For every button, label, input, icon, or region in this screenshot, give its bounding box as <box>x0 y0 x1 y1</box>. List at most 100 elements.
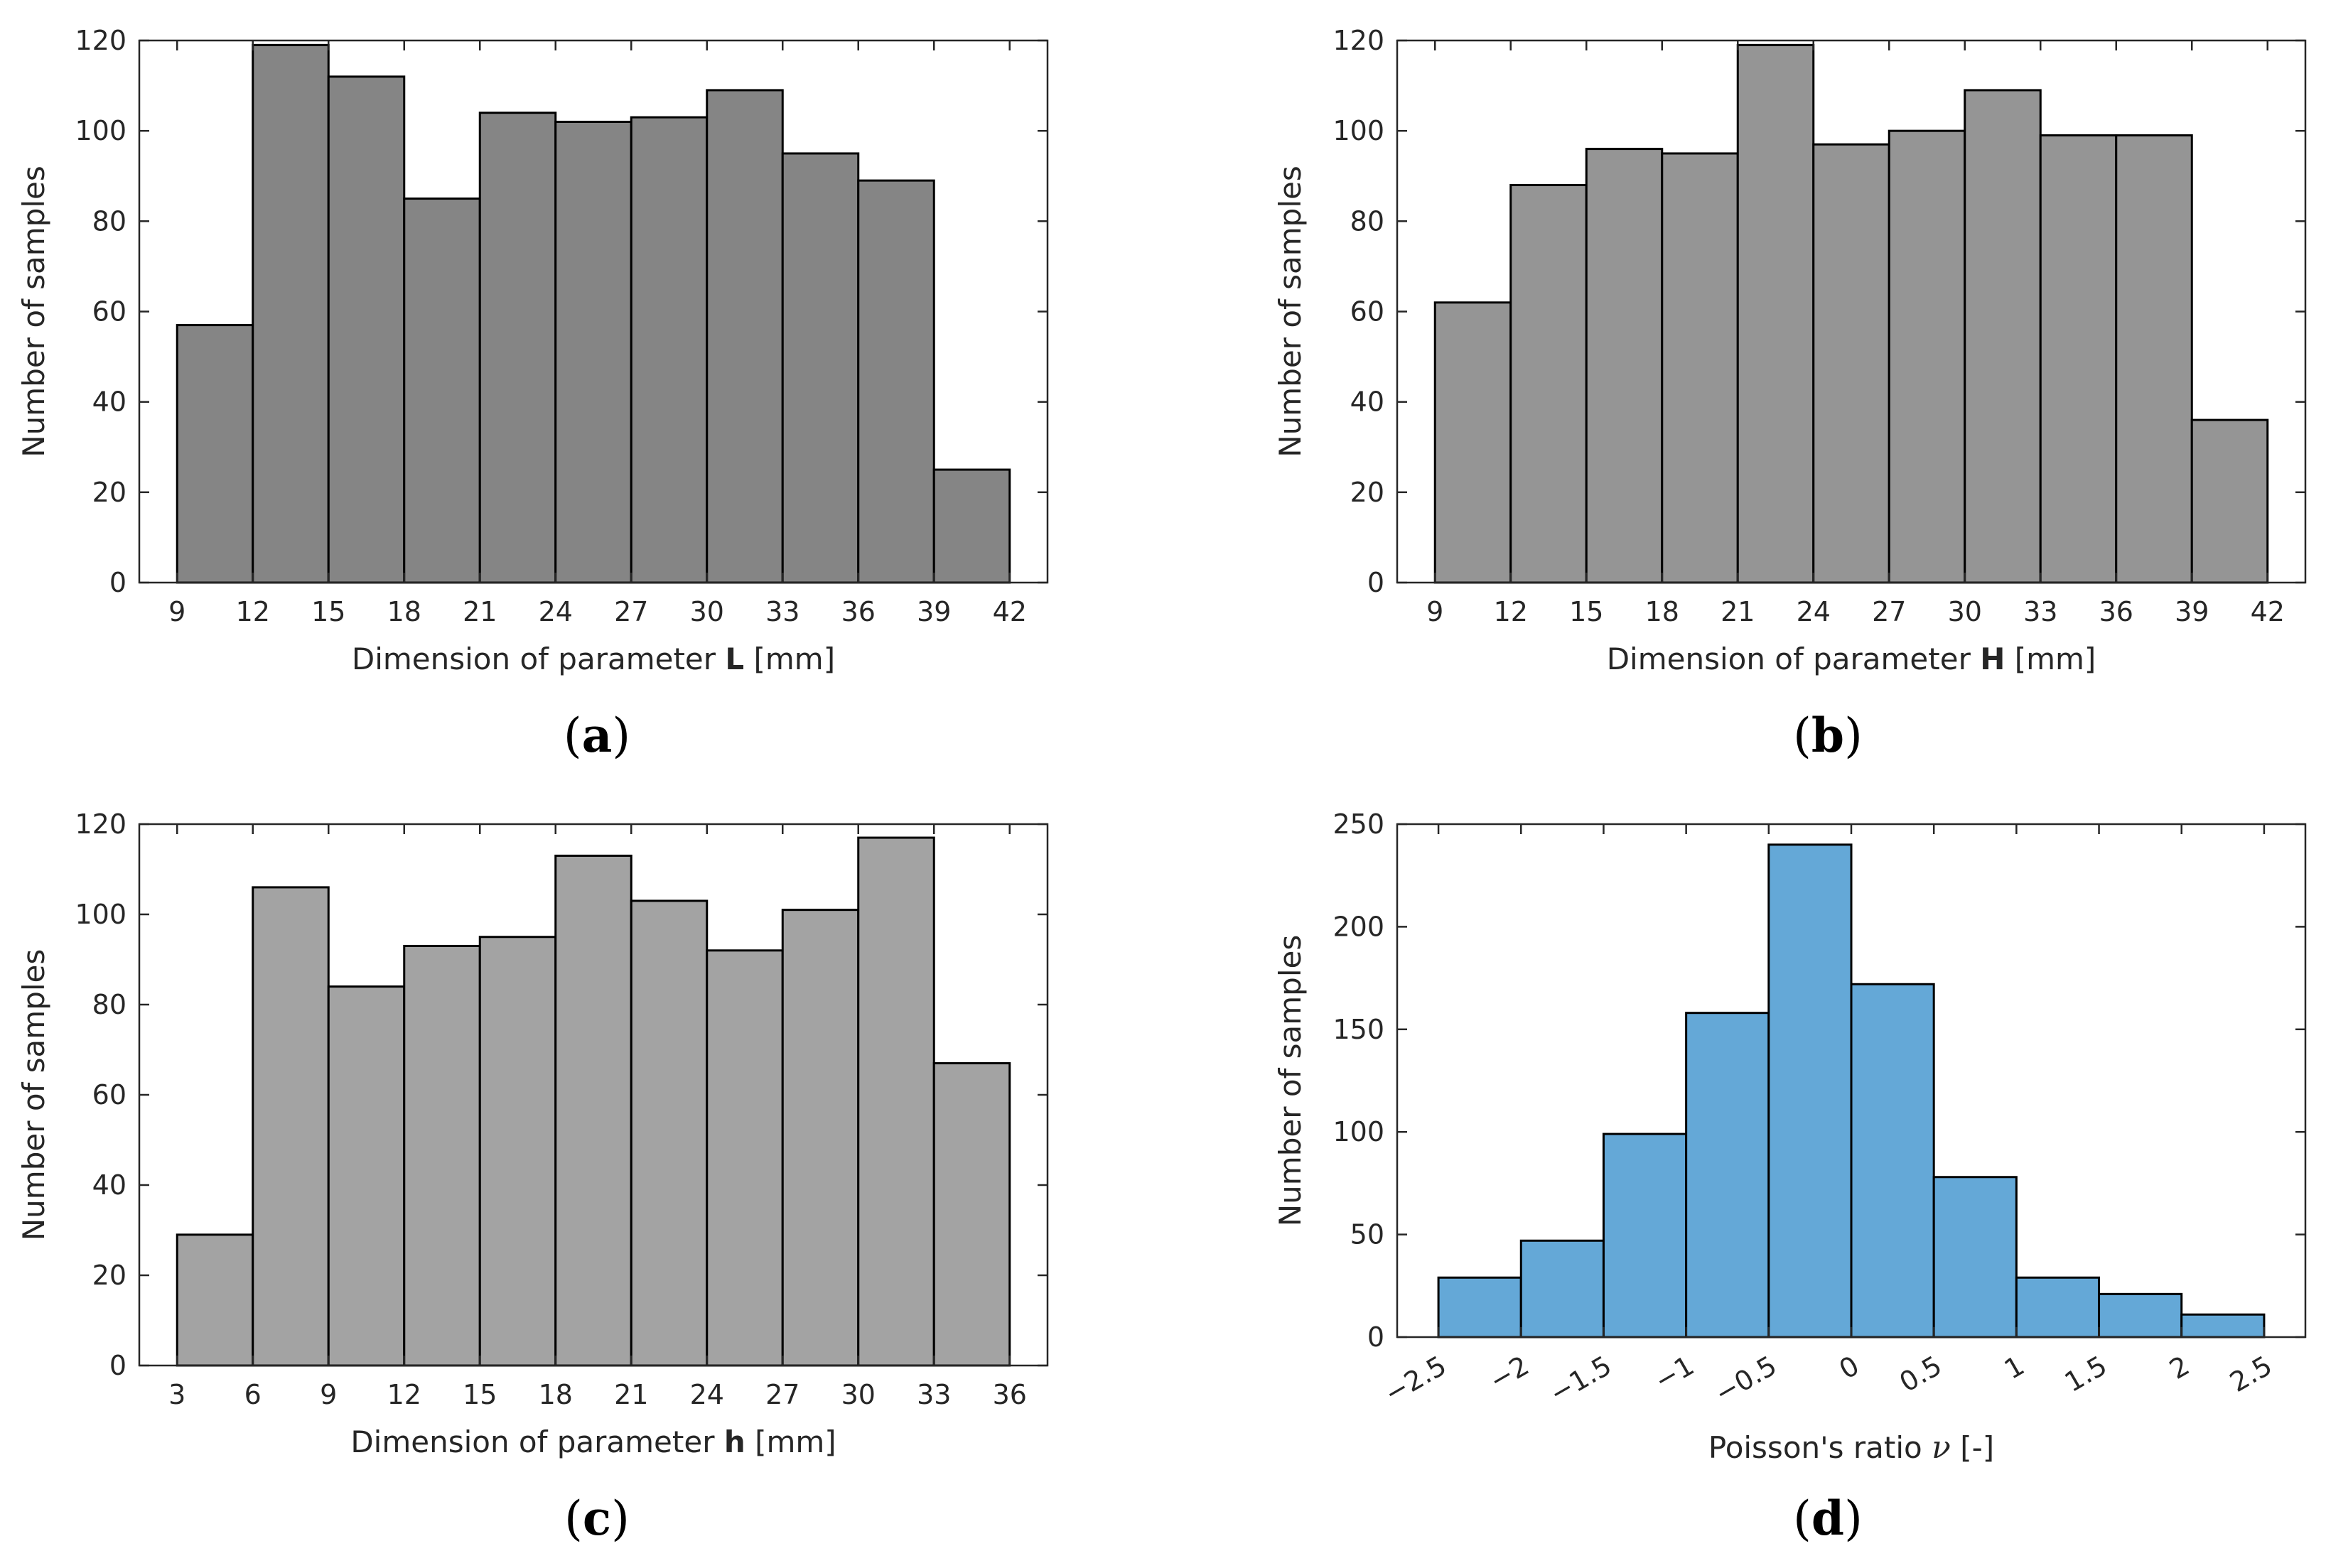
x-tick-label: −1.5 <box>1544 1350 1617 1410</box>
bar <box>706 949 784 1367</box>
x-axis-label-symbol: L <box>725 642 744 676</box>
x-tick-label: 36 <box>993 1379 1027 1410</box>
x-axis-label-symbol: ν <box>1932 1429 1951 1466</box>
x-tick-label: 9 <box>320 1379 337 1410</box>
bar <box>2190 418 2269 584</box>
x-tick-label: 12 <box>387 1379 421 1410</box>
panel-caption-letter: a <box>582 708 613 763</box>
bar <box>857 179 935 584</box>
y-axis-label: Number of samples <box>16 949 51 1240</box>
x-tick-label: 15 <box>311 596 345 627</box>
x-tick-label: 30 <box>1948 596 1982 627</box>
bar <box>2039 134 2118 584</box>
x-tick-label: 1 <box>1999 1350 2030 1385</box>
bar <box>1602 1132 1688 1339</box>
bar <box>1964 89 2042 584</box>
y-tick-label: 0 <box>109 1350 126 1381</box>
bar <box>403 944 481 1367</box>
x-tick-label: 36 <box>2099 596 2133 627</box>
x-tick-label: 27 <box>614 596 648 627</box>
x-tick-label: 15 <box>1569 596 1603 627</box>
bar <box>403 198 481 584</box>
y-tick-label: 40 <box>92 1169 126 1201</box>
bar <box>857 836 935 1367</box>
y-tick-label: 150 <box>1332 1014 1384 1045</box>
panel-caption-open: ( <box>1793 708 1811 763</box>
x-axis-label-symbol: h <box>724 1424 745 1459</box>
y-axis-label: Number of samples <box>1273 935 1308 1226</box>
bar <box>1932 1176 2018 1339</box>
y-tick-label: 100 <box>1332 115 1384 146</box>
bar <box>1850 983 1935 1339</box>
y-tick-label: 120 <box>75 809 126 840</box>
y-tick-label: 100 <box>1332 1116 1384 1147</box>
y-tick-label: 40 <box>1350 386 1384 418</box>
bar <box>781 909 860 1367</box>
y-tick-label: 60 <box>1350 296 1384 328</box>
panel-caption: (a) <box>564 708 630 763</box>
x-tick-label: 1.5 <box>2060 1350 2112 1398</box>
x-tick-label: 3 <box>168 1379 185 1410</box>
x-tick-label: 39 <box>917 596 951 627</box>
y-tick-label: 80 <box>92 205 126 237</box>
x-axis-label-prefix: Dimension of parameter <box>1607 642 1981 676</box>
x-axis-label-suffix: [mm] <box>2005 642 2096 676</box>
y-tick-label: 80 <box>1350 205 1384 237</box>
bar <box>176 1233 254 1367</box>
bar <box>932 468 1011 584</box>
x-tick-label: 0 <box>1834 1350 1865 1385</box>
x-tick-label: 33 <box>765 596 799 627</box>
bar <box>1661 152 1739 584</box>
panel-caption-open: ( <box>1793 1491 1811 1546</box>
x-tick-label: 18 <box>1645 596 1679 627</box>
bar <box>1437 1276 1522 1339</box>
x-axis-label: Dimension of parameter H [mm] <box>1607 642 2096 676</box>
x-tick-label: 2.5 <box>2224 1350 2277 1398</box>
y-tick-label: 0 <box>109 567 126 598</box>
x-tick-label: 6 <box>244 1379 262 1410</box>
panel-caption-open: ( <box>564 708 582 763</box>
x-axis-label: Poisson's ratio ν [-] <box>1708 1429 1994 1466</box>
x-axis-label-prefix: Dimension of parameter <box>352 642 726 676</box>
x-tick-label: 24 <box>539 596 573 627</box>
x-tick-label: 12 <box>1494 596 1528 627</box>
panel-caption-letter: c <box>583 1491 611 1546</box>
x-tick-label: 18 <box>387 596 421 627</box>
bar <box>2180 1313 2266 1339</box>
bar <box>252 43 330 584</box>
x-tick-label: 30 <box>690 596 724 627</box>
x-tick-label: 9 <box>1426 596 1443 627</box>
x-tick-label: 21 <box>1721 596 1755 627</box>
bar <box>1519 1239 1605 1339</box>
bar <box>1509 183 1588 584</box>
panel-caption: (d) <box>1793 1491 1863 1546</box>
x-tick-label: 42 <box>993 596 1027 627</box>
bar <box>1685 1012 1770 1339</box>
y-tick-label: 120 <box>1332 25 1384 56</box>
bar <box>554 854 632 1367</box>
x-tick-label: −2 <box>1484 1350 1534 1397</box>
bar <box>554 120 632 584</box>
y-tick-label: 0 <box>1367 567 1384 598</box>
bar <box>2115 134 2193 584</box>
x-tick-label: 42 <box>2251 596 2285 627</box>
y-tick-label: 100 <box>75 115 126 146</box>
y-tick-label: 80 <box>92 989 126 1020</box>
panel-caption: (c) <box>564 1491 630 1546</box>
x-tick-label: −0.5 <box>1709 1350 1782 1410</box>
x-axis-label-suffix: [mm] <box>745 1424 836 1459</box>
chart-panel-b: 0 20 40 60 80 100 120 9 12 15 18 21 24 27 30 33 36 39 42 Di… <box>1273 25 2307 763</box>
x-tick-label: 12 <box>236 596 270 627</box>
x-tick-label: 18 <box>539 1379 573 1410</box>
x-axis-label: Dimension of parameter L [mm] <box>352 642 835 676</box>
bar <box>252 886 330 1367</box>
bar <box>1812 143 1890 584</box>
x-tick-label: 2 <box>2164 1350 2195 1385</box>
panel-caption-close: ) <box>1844 1491 1863 1546</box>
x-tick-label: 9 <box>168 596 185 627</box>
x-tick-label: 30 <box>841 1379 876 1410</box>
x-tick-label: 21 <box>463 596 497 627</box>
x-tick-label: 33 <box>2023 596 2057 627</box>
